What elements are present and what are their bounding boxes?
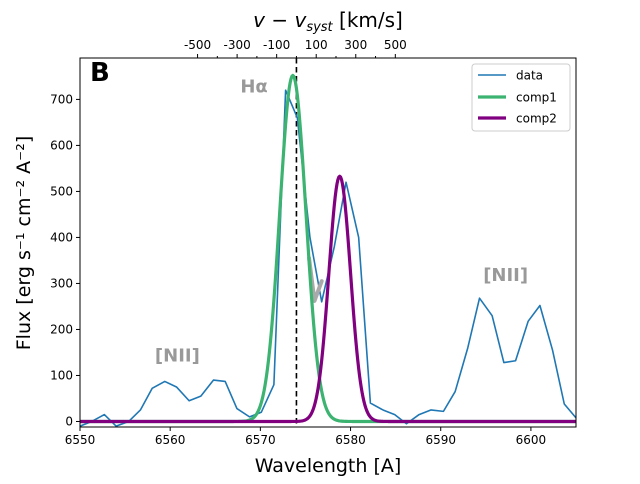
y-axis-label: Flux [erg s⁻¹ cm⁻² A⁻²]: [13, 136, 35, 351]
x-tick-label: 6550: [65, 433, 96, 447]
top-tick-label: -300: [223, 38, 250, 52]
legend: data comp1 comp2: [471, 63, 571, 132]
x-axis-label: Wavelength [A]: [255, 455, 402, 477]
top-tick-label: 500: [384, 38, 407, 52]
x-tick-label: 6580: [335, 433, 366, 447]
top-tick-label: -100: [263, 38, 290, 52]
legend-label-data: data: [516, 69, 543, 83]
top-axis-label-main: v − v: [253, 8, 307, 32]
top-axis-ticks: -500 -300 -100 100 300 500: [184, 38, 407, 58]
legend-label-comp1: comp1: [516, 91, 557, 105]
top-axis-label: v − vsyst [km/s]: [253, 8, 403, 35]
annotation-halpha: Hα: [240, 77, 267, 98]
y-tick-label: 600: [50, 138, 73, 152]
y-tick-label: 500: [50, 184, 73, 198]
y-tick-label: 400: [50, 230, 73, 244]
legend-label-comp2: comp2: [516, 112, 557, 126]
y-tick-label: 700: [50, 92, 73, 106]
x-tick-label: 6560: [155, 433, 186, 447]
y-tick-label: 300: [50, 276, 73, 290]
legend-box: [471, 63, 571, 132]
top-axis-label-unit: [km/s]: [333, 8, 403, 32]
y-axis-ticks: 0 100 200 300 400 500 600 700: [50, 92, 80, 428]
x-tick-label: 6590: [425, 433, 456, 447]
y-tick-label: 0: [65, 414, 73, 428]
top-tick-label: 300: [344, 38, 367, 52]
series-comp2-line: [80, 174, 576, 424]
annotation-nii-right: [NII]: [483, 265, 528, 286]
top-tick-label: 100: [305, 38, 328, 52]
x-tick-label: 6600: [516, 433, 547, 447]
panel-label: B: [90, 58, 110, 88]
annotation-nii-left: [NII]: [155, 346, 200, 367]
top-axis-label-sub: syst: [306, 20, 333, 35]
top-tick-label: -500: [184, 38, 211, 52]
plot-area: [80, 58, 576, 427]
x-tick-label: 6570: [245, 433, 276, 447]
plot-frame: [79, 57, 577, 428]
x-axis-ticks: 6550 6560 6570 6580 6590 6600: [65, 427, 546, 447]
y-tick-label: 100: [50, 368, 73, 382]
y-tick-label: 200: [50, 322, 73, 336]
